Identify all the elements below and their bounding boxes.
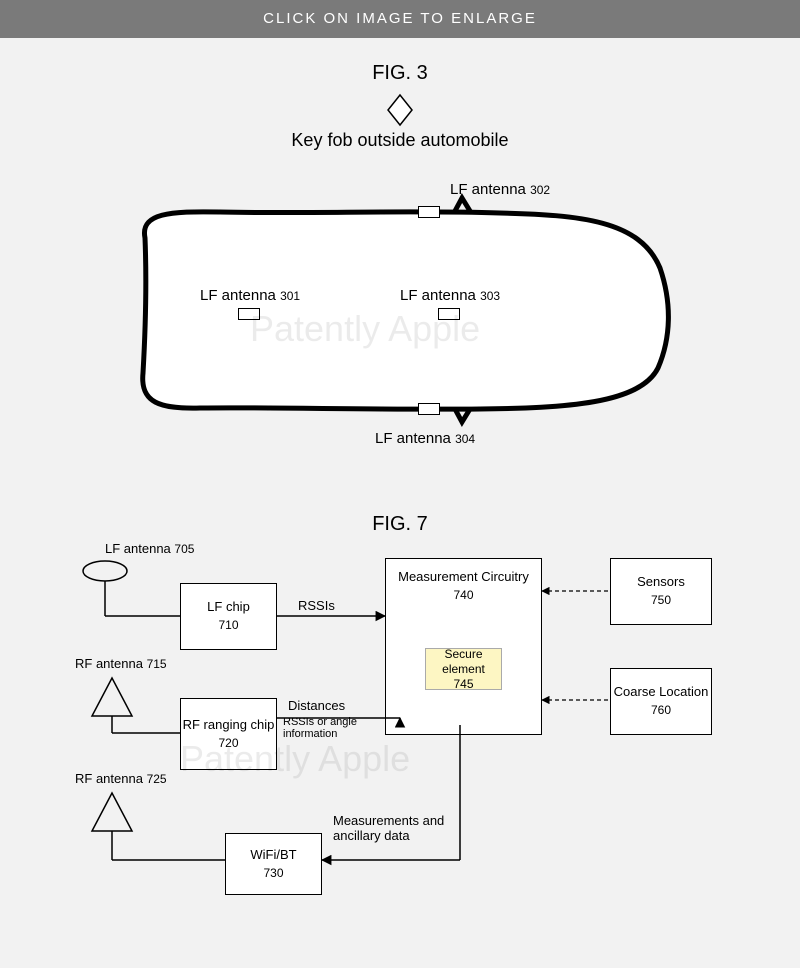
diagram-canvas: FIG. 3 Key fob outside automobile LF ant… <box>0 38 800 968</box>
edge-ancillary: Measurements and ancillary data <box>333 813 458 843</box>
edge-rssis: RSSIs <box>298 598 335 613</box>
edge-distances: Distances <box>288 698 345 713</box>
banner[interactable]: CLICK ON IMAGE TO ENLARGE <box>0 0 800 38</box>
edge-distances-sub: RSSIs or angle information <box>283 716 381 740</box>
banner-text: CLICK ON IMAGE TO ENLARGE <box>263 10 537 27</box>
